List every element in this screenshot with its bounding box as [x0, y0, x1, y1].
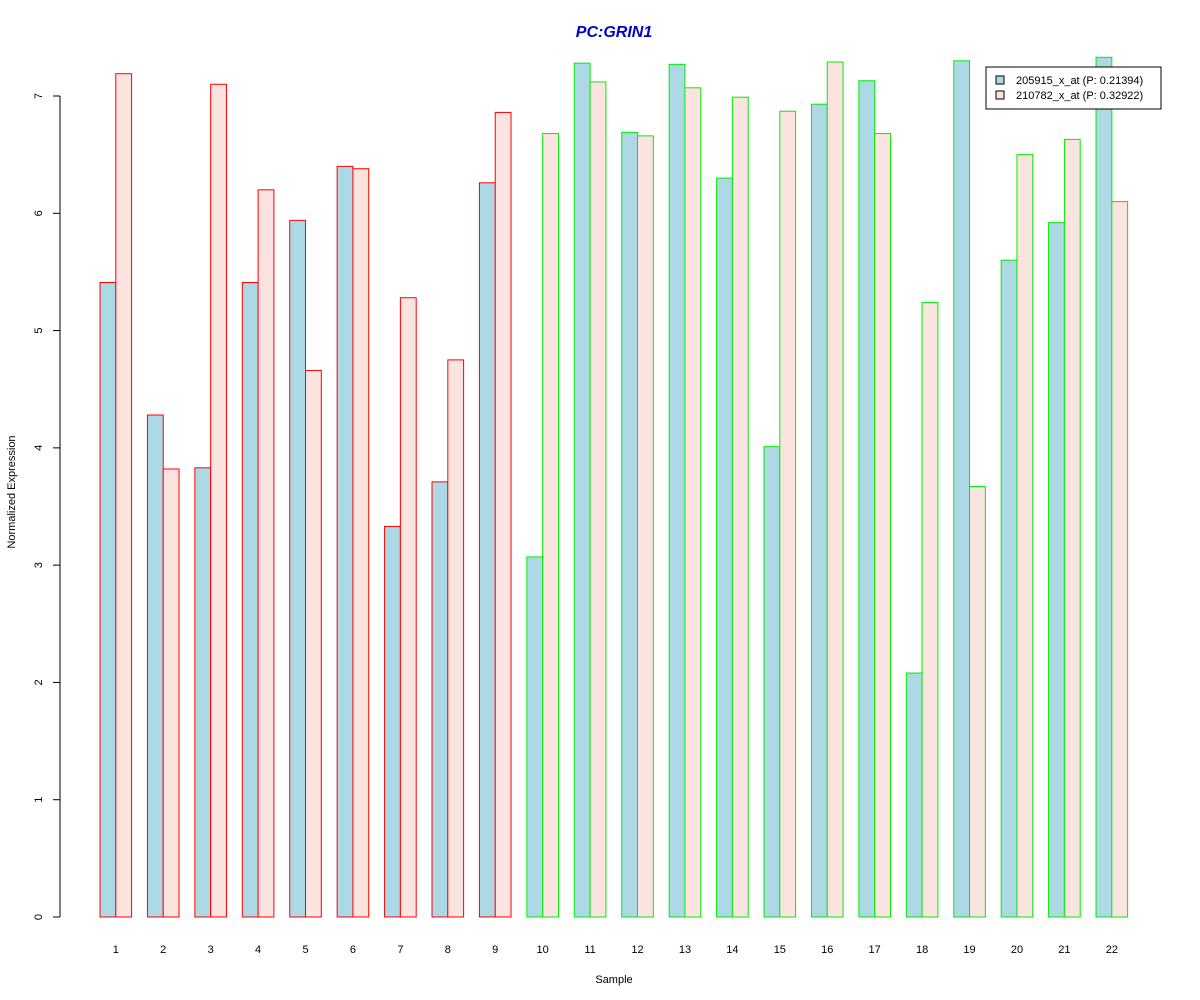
bar-series-1 [953, 60, 971, 918]
bar-series-2 [1063, 138, 1081, 918]
x-tick-label: 12 [631, 944, 643, 956]
bar-series-1 [241, 281, 259, 918]
legend-box [985, 66, 1162, 110]
x-tick-label: 5 [302, 944, 308, 956]
bar-series-2 [1111, 201, 1129, 918]
bar-series-1 [905, 672, 923, 918]
y-axis: 0 1 2 3 4 5 6 7 [33, 93, 61, 920]
bar-series-1 [1000, 259, 1018, 918]
legend-label-2: 210782_x_at (P: 0.32922) [1016, 90, 1143, 102]
bar-series-2 [115, 73, 133, 918]
x-tick-label: 2 [160, 944, 166, 956]
x-tick-label: 18 [916, 944, 928, 956]
bar-series-2 [210, 83, 227, 918]
bar-series-2 [1016, 154, 1034, 918]
x-tick-label: 20 [1011, 944, 1023, 956]
chart-title: PC:GRIN1 [576, 24, 653, 41]
x-tick-label: 10 [537, 944, 549, 956]
y-tick-label: 5 [33, 328, 45, 334]
y-tick-label: 4 [33, 445, 45, 451]
bar-series-2 [352, 168, 370, 918]
bar-series-1 [1048, 222, 1065, 918]
x-tick-label: 21 [1058, 944, 1070, 956]
bar-series-1 [336, 165, 354, 918]
bar-series-2 [874, 133, 891, 918]
bar-series-1 [431, 481, 449, 918]
bar-series-2 [162, 468, 180, 918]
bar-series-1 [194, 467, 212, 918]
bar-series-2 [921, 301, 939, 918]
x-tick-label: 4 [255, 944, 261, 956]
bar-series-2 [494, 111, 512, 918]
bar-series-2 [684, 87, 702, 918]
bar-series-1 [478, 182, 496, 918]
bar-series-1 [146, 414, 164, 918]
legend-label-1: 205915_x_at (P: 0.21394) [1016, 75, 1143, 87]
bar-series-1 [621, 131, 639, 918]
bar-series-2 [779, 110, 797, 918]
x-tick-label: 17 [869, 944, 881, 956]
bar-series-1 [763, 446, 781, 918]
bar-series-2 [826, 61, 844, 918]
x-tick-label: 13 [679, 944, 691, 956]
bar-series-1 [384, 525, 401, 918]
bar-series-2 [447, 359, 465, 918]
legend-swatch-2 [995, 90, 1005, 100]
y-tick-label: 6 [33, 210, 45, 216]
bar-series-2 [589, 81, 607, 918]
bar-series-1 [289, 219, 307, 918]
x-tick-label: 3 [208, 944, 214, 956]
legend-swatch-1 [995, 75, 1005, 85]
bar-series-2 [399, 297, 417, 918]
x-axis-label: Sample [595, 974, 632, 986]
bar-series-2 [969, 486, 986, 918]
bar-series-2 [731, 96, 749, 918]
x-tick-label: 7 [397, 944, 403, 956]
x-axis: 1 2 3 4 5 6 7 8 9 10 11 12 13 14 15 16 17 18 19 20 21 22 [113, 944, 1118, 956]
x-tick-label: 1 [113, 944, 119, 956]
x-tick-label: 14 [726, 944, 738, 956]
x-tick-label: 11 [584, 944, 595, 956]
y-tick-label: 1 [33, 797, 45, 803]
x-tick-label: 15 [774, 944, 786, 956]
x-tick-label: 22 [1106, 944, 1118, 956]
x-tick-label: 9 [492, 944, 498, 956]
bar-series-2 [637, 135, 654, 918]
bar-series-1 [526, 556, 544, 918]
bar-series-2 [542, 133, 559, 918]
bar-series-1 [99, 281, 117, 918]
x-tick-label: 19 [963, 944, 975, 956]
bars [99, 56, 1129, 918]
bar-series-2 [305, 369, 322, 918]
bar-series-1 [858, 80, 876, 918]
x-tick-label: 16 [821, 944, 833, 956]
bar-series-1 [810, 103, 828, 918]
y-tick-label: 2 [33, 679, 45, 685]
bar-series-1 [716, 177, 733, 918]
y-axis-label: Normalized Expression [6, 435, 18, 548]
bar-series-1 [573, 62, 591, 918]
y-tick-label: 3 [33, 562, 45, 568]
x-tick-label: 8 [445, 944, 451, 956]
bar-series-1 [668, 63, 686, 918]
x-tick-label: 6 [350, 944, 356, 956]
bar-series-2 [257, 189, 275, 918]
y-tick-label: 7 [33, 93, 45, 99]
bar-series-1 [1095, 56, 1113, 918]
y-tick-label: 0 [33, 914, 45, 920]
legend: 205915_x_at (P: 0.21394) 210782_x_at (P: … [985, 66, 1162, 110]
